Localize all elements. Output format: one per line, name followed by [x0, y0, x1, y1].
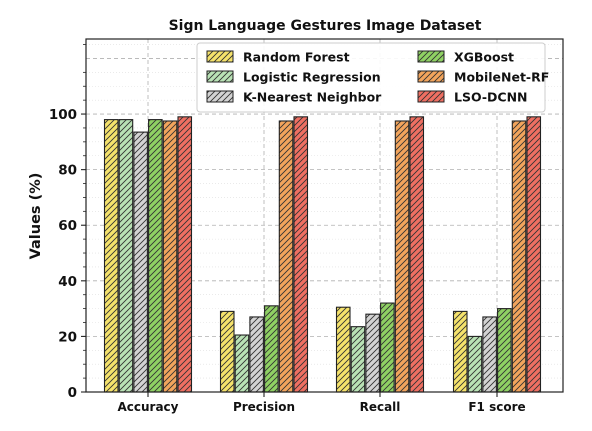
legend-swatch — [417, 90, 445, 103]
bar — [264, 305, 279, 393]
legend-label: K-Nearest Neighbor — [243, 90, 382, 105]
legend-swatch — [417, 50, 445, 63]
y-axis-label: Values (%) — [28, 173, 44, 260]
bar — [497, 308, 512, 393]
bar — [350, 326, 366, 393]
legend-label: Random Forest — [243, 50, 350, 65]
axes-ticks: 0 20 40 60 80 100 Accuracy Precision Recall F1 sc… — [49, 44, 526, 414]
bar — [162, 120, 178, 393]
bar — [249, 316, 264, 393]
bar — [409, 116, 425, 393]
bar — [278, 120, 294, 393]
y-tick-label: 40 — [58, 274, 77, 290]
y-tick-label: 20 — [58, 329, 77, 345]
bar — [335, 306, 351, 393]
y-tick-label: 100 — [49, 107, 77, 123]
legend-label: MobileNet-RF — [454, 70, 549, 85]
bar — [467, 335, 483, 393]
bar — [526, 116, 542, 393]
bar — [365, 313, 380, 393]
bar — [394, 120, 410, 393]
legend-swatch — [206, 90, 234, 103]
bar — [103, 119, 119, 393]
bar — [234, 334, 250, 393]
bar — [133, 131, 148, 393]
bar — [177, 116, 193, 393]
bar — [148, 119, 163, 393]
bar — [511, 120, 527, 393]
legend-swatch — [206, 70, 234, 83]
legend-label: LSO-DCNN — [454, 90, 528, 105]
legend-label: XGBoost — [454, 50, 514, 65]
bar — [118, 119, 134, 393]
bar — [219, 310, 235, 393]
x-tick-label: Precision — [233, 400, 295, 414]
legend-swatch — [417, 70, 445, 83]
plot-frame — [85, 38, 564, 393]
chart-title: Sign Language Gestures Image Dataset — [169, 18, 482, 34]
bars — [103, 116, 542, 393]
bar — [452, 310, 468, 393]
bar — [482, 316, 497, 393]
legend: Random Forest Logistic Regression K-Neares… — [196, 42, 549, 113]
x-tick-label: Accuracy — [117, 400, 178, 414]
y-tick-label: 60 — [58, 218, 77, 234]
x-tick-label: F1 score — [468, 400, 525, 414]
legend-swatch — [206, 50, 234, 63]
bar — [380, 302, 395, 393]
x-tick-label: Recall — [360, 400, 401, 414]
y-tick-label: 80 — [58, 163, 77, 179]
y-tick-label: 0 — [68, 385, 77, 401]
bar — [293, 116, 309, 393]
legend-label: Logistic Regression — [243, 70, 381, 85]
legend-box — [196, 42, 546, 113]
